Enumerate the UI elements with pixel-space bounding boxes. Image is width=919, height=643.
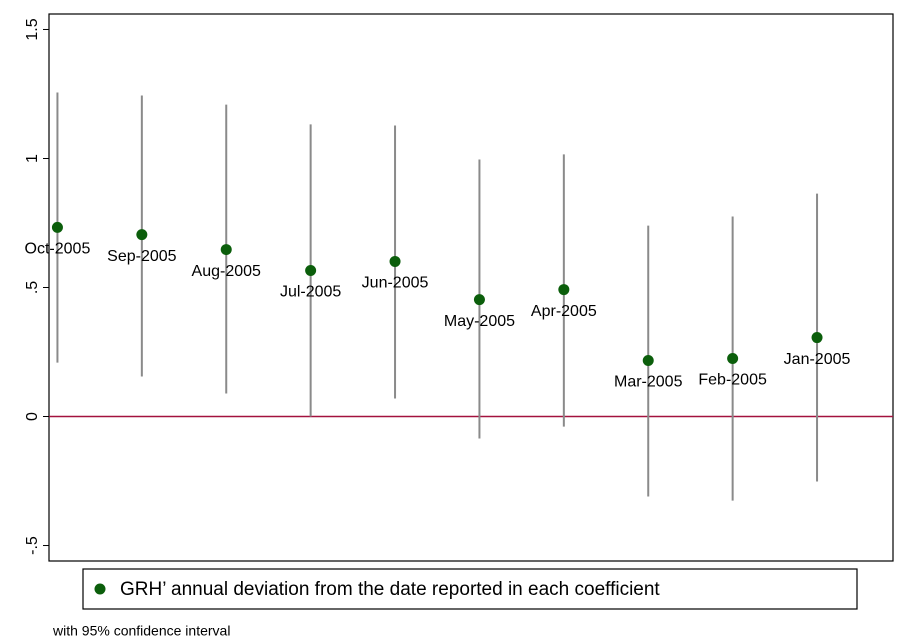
point: [811, 332, 823, 344]
point: [220, 244, 232, 256]
y-tick-label: 1.5: [24, 18, 41, 40]
point: [389, 255, 401, 267]
point-label: Jan-2005: [784, 351, 851, 368]
point: [727, 352, 739, 364]
point-label: Feb-2005: [698, 372, 767, 389]
legend-label: GRH’ annual deviation from the date repo…: [120, 579, 660, 600]
point-label: Oct-2005: [25, 241, 91, 258]
point: [473, 294, 485, 306]
point: [305, 264, 317, 276]
point-label: Jun-2005: [362, 275, 429, 292]
point-label: Aug-2005: [192, 263, 261, 280]
legend-box: [82, 568, 858, 610]
point: [558, 284, 570, 296]
plot-frame: [48, 13, 894, 562]
point-label: May-2005: [444, 313, 515, 330]
point-label: Sep-2005: [107, 248, 176, 265]
point-label: Mar-2005: [614, 374, 683, 391]
point: [136, 229, 148, 241]
legend-marker: [94, 583, 106, 595]
y-tick-label: .5: [24, 281, 41, 294]
y-tick-label: 0: [24, 412, 41, 421]
point: [51, 221, 63, 233]
point-label: Apr-2005: [531, 303, 597, 320]
point: [642, 355, 654, 367]
y-tick-label: 1: [24, 154, 41, 163]
y-tick-label: -.5: [24, 536, 41, 555]
point-label: Jul-2005: [280, 284, 341, 301]
note: with 95% confidence interval: [52, 623, 230, 639]
